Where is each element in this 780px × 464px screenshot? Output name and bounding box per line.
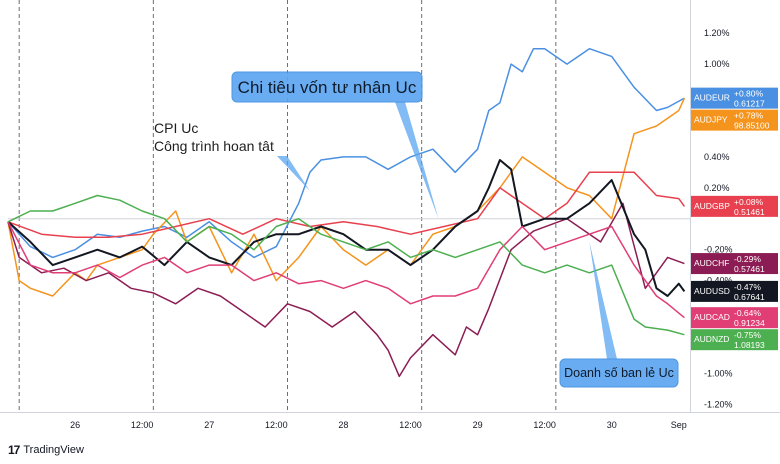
badge-change: -0.64% — [734, 308, 761, 318]
badge-series-name: AUDCAD — [694, 312, 730, 322]
x-tick-label: 30 — [607, 420, 617, 430]
series-line-audgbp[interactable] — [7, 171, 686, 239]
tradingview-logo-mark: 17 — [8, 443, 20, 457]
series-line-audusd[interactable] — [7, 159, 686, 297]
x-tick-label: 12:00 — [131, 420, 154, 430]
x-tick-label: 29 — [473, 420, 483, 430]
y-tick-label: 1.20% — [704, 28, 730, 38]
badge-value-bg — [731, 329, 778, 351]
badge-value-bg — [731, 307, 778, 329]
price-badge-audeur: AUDEUR +0.80%0.61217 — [691, 87, 778, 109]
price-badge-audcad: AUDCAD -0.64%0.91234 — [691, 307, 778, 329]
badge-name-bg — [691, 87, 731, 109]
badge-name-bg — [691, 253, 731, 275]
x-tick-label: 28 — [338, 420, 348, 430]
x-tick-label: 12:00 — [533, 420, 556, 430]
annotation-pointer — [589, 241, 617, 359]
badge-name-bg — [691, 307, 731, 329]
annotation-retail[interactable]: Doanh số ban lẻ Uc — [559, 241, 679, 388]
badge-price: 0.57461 — [734, 264, 765, 274]
annotation-text: Doanh số ban lẻ Uc — [564, 366, 674, 380]
badge-series-name: AUDJPY — [694, 115, 728, 125]
badge-series-name: AUDUSD — [694, 286, 730, 296]
x-tick-label: 12:00 — [399, 420, 422, 430]
badge-value-bg — [731, 253, 778, 275]
badge-name-bg — [691, 109, 731, 131]
badge-change: -0.29% — [734, 254, 761, 264]
y-tick-label: -1.00% — [704, 368, 733, 378]
y-tick-label: -0.20% — [704, 245, 733, 255]
badge-change: +0.78% — [734, 111, 764, 121]
series-line-audeur[interactable] — [7, 47, 685, 259]
y-tick-label: 0.40% — [704, 152, 730, 162]
x-tick-label: 26 — [70, 420, 80, 430]
badge-change: +0.08% — [734, 197, 764, 207]
badge-name-bg — [691, 329, 731, 351]
badge-series-name: AUDEUR — [694, 93, 730, 103]
badge-price: 98.85100 — [734, 121, 770, 131]
badge-change: -0.47% — [734, 282, 761, 292]
x-tick-label: Sep — [671, 420, 687, 430]
badge-value-bg — [731, 109, 778, 131]
badge-name-bg — [691, 195, 731, 217]
series-line-audcad[interactable] — [7, 221, 685, 319]
x-tick-label: 27 — [204, 420, 214, 430]
badge-value-bg — [731, 195, 778, 217]
price-badge-audjpy: AUDJPY +0.78%98.85100 — [691, 109, 778, 131]
day-separators — [18, 0, 557, 412]
tradingview-logo-text: TradingView — [23, 444, 84, 456]
badge-price: 0.61217 — [734, 99, 765, 109]
badge-price: 0.91234 — [734, 318, 765, 328]
y-tick-label: -1.20% — [704, 399, 733, 409]
tradingview-logo[interactable]: 17 TradingView — [8, 443, 84, 457]
badge-change: +0.80% — [734, 89, 764, 99]
annotation-text: CPI Uc — [154, 120, 198, 136]
annotation-pointer — [395, 102, 439, 219]
price-badge-audnzd: AUDNZD -0.75%1.08193 — [691, 329, 778, 351]
badge-series-name: AUDNZD — [694, 334, 729, 344]
annotation-text: Chi tiêu vốn tư nhân Uc — [238, 78, 417, 97]
price-badge-audchf: AUDCHF -0.29%0.57461 — [691, 253, 778, 274]
badge-price: 0.51461 — [734, 207, 765, 217]
badge-name-bg — [691, 280, 731, 302]
annotation-text: Công trình hoan tât — [154, 138, 274, 154]
badge-value-bg — [731, 87, 778, 109]
series-line-audchf[interactable] — [7, 202, 685, 378]
annotation-box — [231, 71, 423, 103]
badge-series-name: AUDCHF — [694, 258, 729, 268]
annotation-box — [559, 358, 679, 388]
y-tick-label: -0.40% — [704, 276, 733, 286]
badge-value-bg — [731, 280, 778, 302]
y-tick-label: 0.20% — [704, 183, 730, 193]
badge-price: 0.67641 — [734, 292, 765, 302]
y-tick-label: 1.00% — [704, 59, 730, 69]
series-line-audnzd[interactable] — [7, 194, 685, 336]
x-tick-label: 12:00 — [265, 420, 288, 430]
badge-series-name: AUDGBP — [694, 201, 730, 211]
annotation-pointer — [277, 156, 310, 191]
badge-change: -0.75% — [734, 330, 761, 340]
price-badge-audusd: AUDUSD -0.47%0.67641 — [691, 280, 778, 302]
annotation-cpi[interactable]: CPI Uc Công trình hoan tât — [154, 120, 310, 191]
series-layer — [7, 47, 686, 378]
badge-price: 1.08193 — [734, 340, 765, 350]
price-badge-audgbp: AUDGBP +0.08%0.51461 — [691, 195, 778, 217]
annotation-layer: Chi tiêu vốn tư nhân Uc CPI Uc Công trình … — [154, 71, 679, 388]
annotation-capex[interactable]: Chi tiêu vốn tư nhân Uc — [231, 71, 439, 219]
x-axis[interactable]: 26 12:00 27 12:00 28 12:00 29 12:00 30 Sep — [70, 420, 687, 430]
